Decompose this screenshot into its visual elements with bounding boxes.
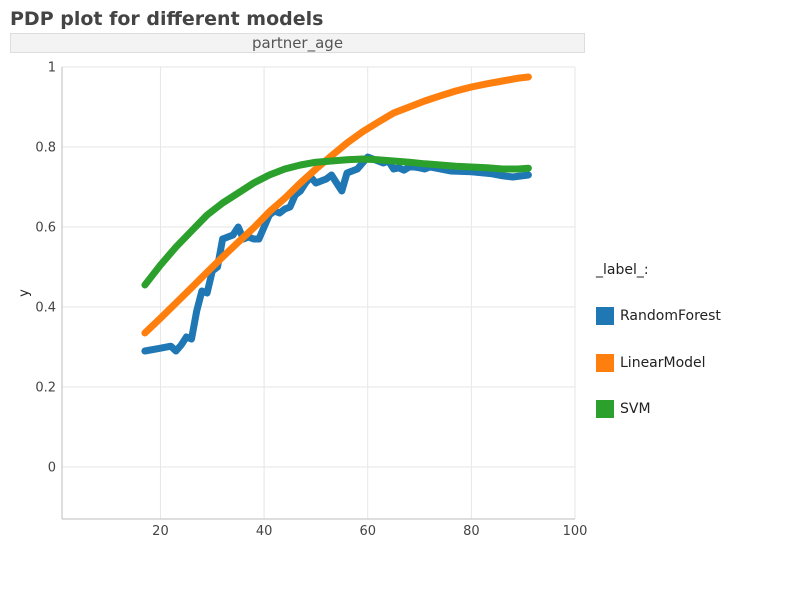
tick-labels: 20 40 60 80 100 0 0.2 0.4 0.6 0.8 1	[35, 61, 587, 540]
y-tick-label: 0.8	[35, 141, 56, 156]
series-line-linearmodel	[141, 73, 532, 337]
legend-title: _label_:	[596, 262, 649, 278]
y-axis-label: y	[17, 289, 32, 297]
y-tick-label: 0	[48, 461, 56, 476]
series-line-randomforest	[141, 153, 532, 355]
y-tick-label: 0.2	[35, 381, 56, 396]
x-tick-label: 60	[359, 524, 376, 539]
x-tick-label: 40	[256, 524, 273, 539]
legend-label: LinearModel	[620, 354, 706, 371]
y-tick-label: 1	[48, 61, 56, 76]
chart-title: PDP plot for different models	[10, 8, 324, 30]
y-tick-label: 0.6	[35, 221, 56, 236]
grid-lines	[62, 66, 576, 519]
legend-label: SVM	[620, 401, 651, 417]
series-lines	[141, 73, 532, 355]
facet-strip-label: partner_age	[10, 33, 585, 53]
legend-swatch	[596, 307, 614, 325]
series-line-svm	[141, 155, 532, 289]
x-tick-label: 100	[563, 524, 588, 539]
x-tick-label: 80	[463, 524, 480, 539]
legend: _label_: RandomForest LinearModel SVM	[596, 262, 721, 446]
legend-label: RandomForest	[620, 308, 721, 324]
legend-item-svm[interactable]: SVM	[596, 399, 721, 419]
legend-swatch	[596, 400, 614, 418]
y-tick-label: 0.4	[35, 301, 56, 316]
legend-item-randomforest[interactable]: RandomForest	[596, 306, 721, 326]
axes	[61, 67, 575, 520]
legend-item-linearmodel[interactable]: LinearModel	[596, 353, 721, 373]
x-tick-label: 20	[152, 524, 169, 539]
legend-swatch	[596, 353, 614, 372]
